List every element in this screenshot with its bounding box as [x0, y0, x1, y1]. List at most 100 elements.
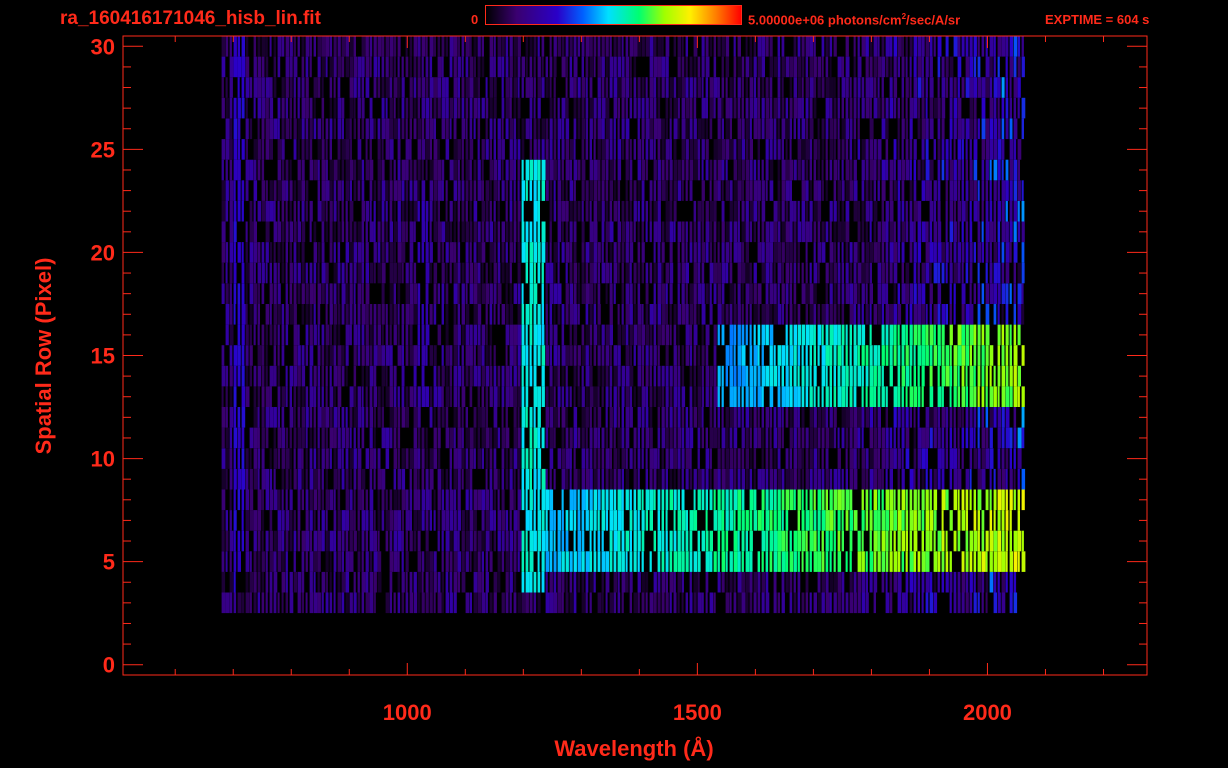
heatmap-cell: [237, 159, 241, 181]
heatmap-cell: [805, 530, 808, 552]
heatmap-cell: [253, 304, 257, 325]
heatmap-cell: [805, 159, 809, 181]
heatmap-cell: [765, 36, 769, 57]
heatmap-cell: [281, 592, 284, 614]
heatmap-cell: [241, 365, 245, 387]
heatmap-cell: [501, 118, 504, 140]
heatmap-cell: [697, 56, 701, 78]
heatmap-cell: [273, 180, 277, 201]
heatmap-cell: [481, 448, 484, 469]
heatmap-cell: [633, 551, 637, 572]
heatmap-cell: [381, 36, 385, 57]
heatmap-cell: [1021, 283, 1024, 304]
heatmap-cell: [469, 139, 474, 160]
heatmap-cell: [765, 571, 769, 593]
heatmap-cell: [273, 242, 276, 263]
heatmap-cell: [745, 283, 750, 304]
heatmap-cell: [297, 530, 301, 552]
heatmap-cell: [897, 427, 900, 449]
heatmap-cell: [601, 551, 606, 572]
heatmap-cell: [797, 427, 801, 449]
heatmap-cell: [305, 489, 309, 511]
heatmap-cell: [333, 180, 337, 201]
heatmap-cell: [657, 386, 662, 407]
heatmap-cell: [965, 551, 969, 572]
heatmap-cell: [549, 221, 552, 243]
heatmap-cell: [997, 262, 1001, 284]
heatmap-cell: [569, 448, 572, 469]
heatmap-cell: [397, 324, 400, 346]
heatmap-cell: [521, 56, 525, 78]
heatmap-cell: [501, 592, 505, 614]
heatmap-cell: [469, 200, 472, 222]
heatmap-cell: [985, 242, 989, 263]
heatmap-cell: [537, 489, 540, 511]
heatmap-cell: [753, 448, 757, 469]
heatmap-cell: [261, 386, 265, 407]
heatmap-cell: [821, 118, 825, 140]
heatmap-cell: [865, 77, 870, 98]
heatmap-cell: [461, 386, 466, 407]
heatmap-cell: [893, 386, 898, 407]
heatmap-cell: [401, 386, 405, 407]
heatmap-cell: [329, 97, 332, 119]
heatmap-cell: [237, 77, 240, 98]
heatmap-cell: [513, 200, 517, 222]
heatmap-cell: [797, 530, 802, 552]
heatmap-cell: [305, 304, 309, 325]
heatmap-cell: [949, 427, 953, 449]
heatmap-cell: [977, 36, 980, 57]
heatmap-cell: [717, 180, 721, 201]
heatmap-cell: [377, 56, 380, 78]
heatmap-cell: [781, 159, 786, 181]
heatmap-cell: [433, 427, 437, 449]
heatmap-cell: [669, 468, 673, 490]
heatmap-cell: [821, 139, 825, 160]
heatmap-cell: [993, 365, 996, 387]
heatmap-cell: [645, 283, 649, 304]
heatmap-cell: [713, 386, 718, 407]
heatmap-cell: [277, 530, 282, 552]
heatmap-cell: [581, 427, 585, 449]
heatmap-cell: [229, 118, 233, 140]
heatmap-cell: [261, 592, 265, 614]
heatmap-cell: [477, 530, 482, 552]
heatmap-cell: [721, 571, 725, 593]
heatmap-cell: [349, 97, 354, 119]
heatmap-cell: [253, 530, 257, 552]
heatmap-cell: [365, 262, 369, 284]
heatmap-cell: [509, 386, 514, 407]
heatmap-cell: [969, 36, 973, 57]
heatmap-cell: [417, 324, 420, 346]
heatmap-cell: [741, 345, 746, 366]
heatmap-cell: [617, 489, 622, 511]
heatmap-cell: [381, 180, 386, 201]
heatmap-cell: [985, 571, 989, 593]
heatmap-cell: [625, 407, 630, 428]
heatmap-cell: [845, 118, 849, 140]
heatmap-cell: [481, 345, 485, 366]
heatmap-cell: [585, 365, 590, 387]
heatmap-cell: [893, 159, 896, 181]
heatmap-cell: [285, 427, 289, 449]
heatmap-cell: [657, 242, 661, 263]
heatmap-cell: [513, 283, 517, 304]
heatmap-cell: [313, 77, 318, 98]
heatmap-cell: [969, 180, 974, 201]
heatmap-cell: [817, 221, 821, 243]
heatmap-cell: [825, 97, 830, 119]
heatmap-cell: [881, 180, 886, 201]
heatmap-cell: [565, 262, 568, 284]
heatmap-cell: [433, 592, 436, 614]
heatmap-cell: [373, 262, 376, 284]
heatmap-cell: [349, 510, 354, 531]
heatmap-cell: [781, 118, 786, 140]
heatmap-cell: [381, 200, 385, 222]
heatmap-cell: [601, 448, 605, 469]
heatmap-cell: [309, 345, 314, 366]
heatmap-cell: [261, 345, 265, 366]
heatmap-cell: [521, 77, 524, 98]
heatmap-cell: [649, 448, 654, 469]
heatmap-cell: [857, 571, 862, 593]
heatmap-cell: [225, 407, 228, 428]
